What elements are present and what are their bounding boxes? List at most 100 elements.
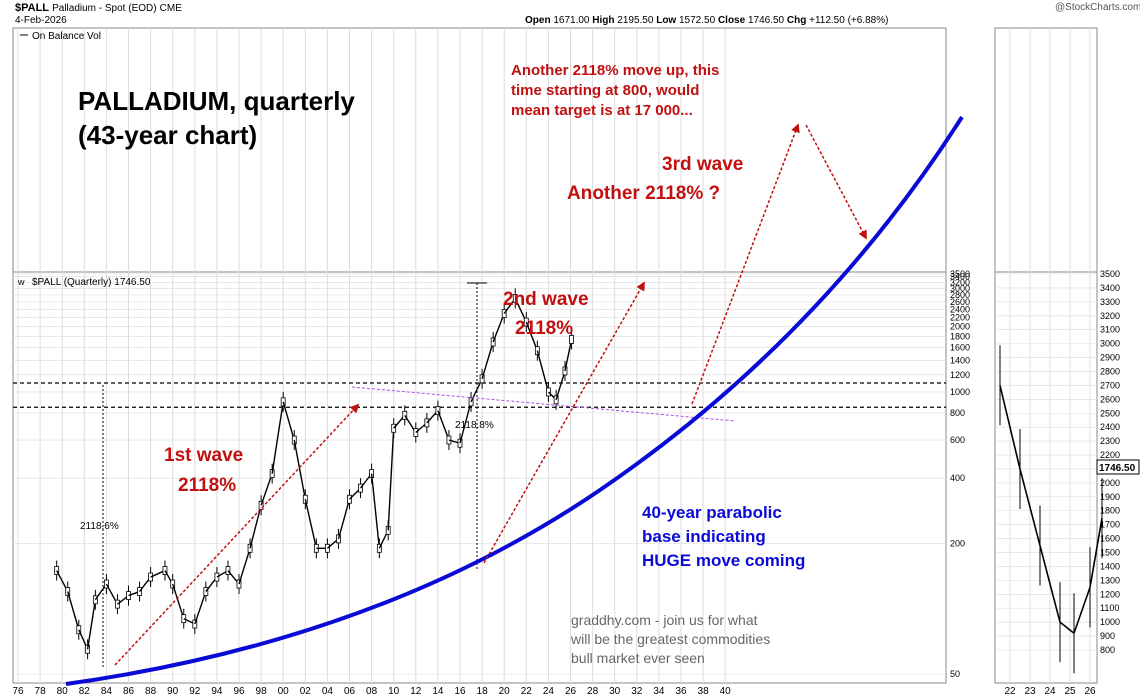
pullback-arrow — [805, 124, 867, 240]
zoom-y-tick-1500: 1500 — [1100, 548, 1120, 558]
x-tick-14: 14 — [432, 686, 444, 697]
target-line-2: time starting at 800, would — [511, 82, 699, 99]
x-tick-00: 00 — [278, 686, 290, 697]
zoom-y-tick-3300: 3300 — [1100, 297, 1120, 307]
zoom-y-tick-2400: 2400 — [1100, 422, 1120, 432]
y-tick-2000: 2000 — [950, 322, 970, 332]
zoom-y-tick-1900: 1900 — [1100, 492, 1120, 502]
ohlc-value-close: 1746.50 — [747, 15, 787, 26]
x-tick-04: 04 — [322, 686, 334, 697]
zoom-price-segment-3 — [1039, 545, 1061, 623]
price-segment-46 — [536, 350, 550, 393]
obv-legend: On Balance Vol — [32, 31, 101, 42]
y-tick-3400: 3400 — [950, 272, 970, 282]
header-date: 4-Feb-2026 — [15, 15, 67, 26]
zoom-y-tick-2800: 2800 — [1100, 366, 1120, 376]
chart-title-2: (43-year chart) — [78, 120, 257, 150]
base-line-1: 40-year parabolic — [642, 503, 782, 522]
promo-line-2: will be the greatest commodities — [570, 631, 770, 647]
main-y-axis-labels: 50 200 400 600 800 1000 1200 1400 16001800200022… — [950, 269, 970, 679]
zoom-x-tick-25: 25 — [1064, 686, 1076, 697]
price-segment-20 — [260, 473, 273, 506]
x-tick-90: 90 — [167, 686, 179, 697]
x-tick-96: 96 — [233, 686, 245, 697]
zoom-y-tick-2900: 2900 — [1100, 353, 1120, 363]
x-tick-18: 18 — [477, 686, 489, 697]
x-tick-08: 08 — [366, 686, 378, 697]
zoom-y-tick-800: 800 — [1100, 645, 1115, 655]
zoom-x-tick-22: 22 — [1004, 686, 1016, 697]
ohlc-key-low: Low — [656, 15, 679, 26]
zoom-y-tick-1800: 1800 — [1100, 506, 1120, 516]
x-tick-34: 34 — [653, 686, 665, 697]
price-segment-42 — [492, 313, 505, 343]
wave1-label-1: 1st wave — [164, 445, 243, 466]
y-tick-2600: 2600 — [950, 297, 970, 307]
x-tick-22: 22 — [521, 686, 533, 697]
ohlc-value-chg: +112.50 (+6.88%) — [809, 15, 889, 26]
x-tick-40: 40 — [720, 686, 732, 697]
price-segment-32 — [387, 428, 395, 531]
header-symbol-row: $PALL Palladium - Spot (EOD) CME — [15, 2, 182, 14]
header-name: Palladium - Spot (EOD) — [52, 3, 157, 14]
ohlc-key-chg: Chg — [786, 15, 810, 26]
y-tick-2200: 2200 — [950, 313, 970, 323]
price-segment-30 — [370, 473, 381, 549]
ohlc-value-high: 2195.50 — [617, 15, 657, 26]
last-price-tag: 1746.50 — [1099, 463, 1136, 474]
purple-trendline — [351, 386, 736, 422]
y-tick-2400: 2400 — [950, 305, 970, 315]
x-tick-80: 80 — [57, 686, 69, 697]
zoom-y-tick-1300: 1300 — [1100, 575, 1120, 585]
y-tick-3000: 3000 — [950, 284, 970, 294]
y-tick-1400: 1400 — [950, 355, 970, 365]
price-body-49 — [569, 335, 575, 344]
x-tick-16: 16 — [454, 686, 466, 697]
x-tick-78: 78 — [35, 686, 47, 697]
zoom-price-segment-5 — [1073, 587, 1091, 634]
wave1-label-2: 2118% — [178, 475, 236, 496]
zoom-x-axis-labels: 22 23 24 25 26 — [1004, 686, 1096, 697]
x-tick-38: 38 — [698, 686, 710, 697]
base-line-2: base indicating — [642, 527, 766, 546]
support-levels — [13, 382, 946, 408]
price-segment-48 — [555, 370, 566, 401]
zoom-y-tick-900: 900 — [1100, 631, 1115, 641]
zoom-price-segment-2 — [1019, 468, 1041, 546]
x-tick-24: 24 — [543, 686, 555, 697]
price-segment-45 — [525, 321, 539, 351]
wave3-label-2: Another 2118% ? — [567, 183, 720, 204]
ohlc-row: Open 1671.00 High 2195.50 Low 1572.50 Cl… — [525, 15, 888, 26]
x-tick-76: 76 — [12, 686, 24, 697]
zoom-x-tick-24: 24 — [1044, 686, 1056, 697]
zoom-price-segment-1 — [999, 385, 1021, 470]
price-segment-14 — [194, 591, 207, 625]
zoom-y-tick-2500: 2500 — [1100, 408, 1120, 418]
target-line-1: Another 2118% move up, this — [511, 62, 719, 79]
y-tick-1600: 1600 — [950, 343, 970, 353]
ohlc-key-close: Close — [717, 15, 748, 26]
zoom-y-tick-3500: 3500 — [1100, 269, 1120, 279]
x-tick-30: 30 — [609, 686, 621, 697]
zoom-y-tick-3400: 3400 — [1100, 283, 1120, 293]
price-segment-18 — [238, 548, 251, 585]
measure-label-1: 2118.6% — [80, 521, 119, 532]
wave2-arrow — [483, 281, 645, 564]
y-tick-2800: 2800 — [950, 290, 970, 300]
zoom-price-segment-6 — [1089, 518, 1103, 588]
x-tick-20: 20 — [499, 686, 511, 697]
y-tick-600: 600 — [950, 435, 965, 445]
main-gridlines — [13, 28, 946, 683]
main-x-axis-labels: 76 78 80 82 84 86 88 90 92 94 96 98 00 02 04 06 08 10 12 14… — [12, 686, 731, 697]
price-segment-22 — [282, 401, 295, 441]
y-tick-200: 200 — [950, 538, 965, 548]
x-tick-32: 32 — [631, 686, 643, 697]
ohlc-value-low: 1572.50 — [679, 15, 718, 26]
zoom-y-tick-2700: 2700 — [1100, 380, 1120, 390]
zoom-y-tick-1400: 1400 — [1100, 561, 1120, 571]
base-line-3: HUGE move coming — [642, 551, 805, 570]
x-tick-92: 92 — [189, 686, 201, 697]
watermark: @StockCharts.com — [1055, 2, 1140, 13]
ohlc-key-open: Open — [525, 15, 554, 26]
wave2-label-2: 2118% — [515, 318, 573, 339]
